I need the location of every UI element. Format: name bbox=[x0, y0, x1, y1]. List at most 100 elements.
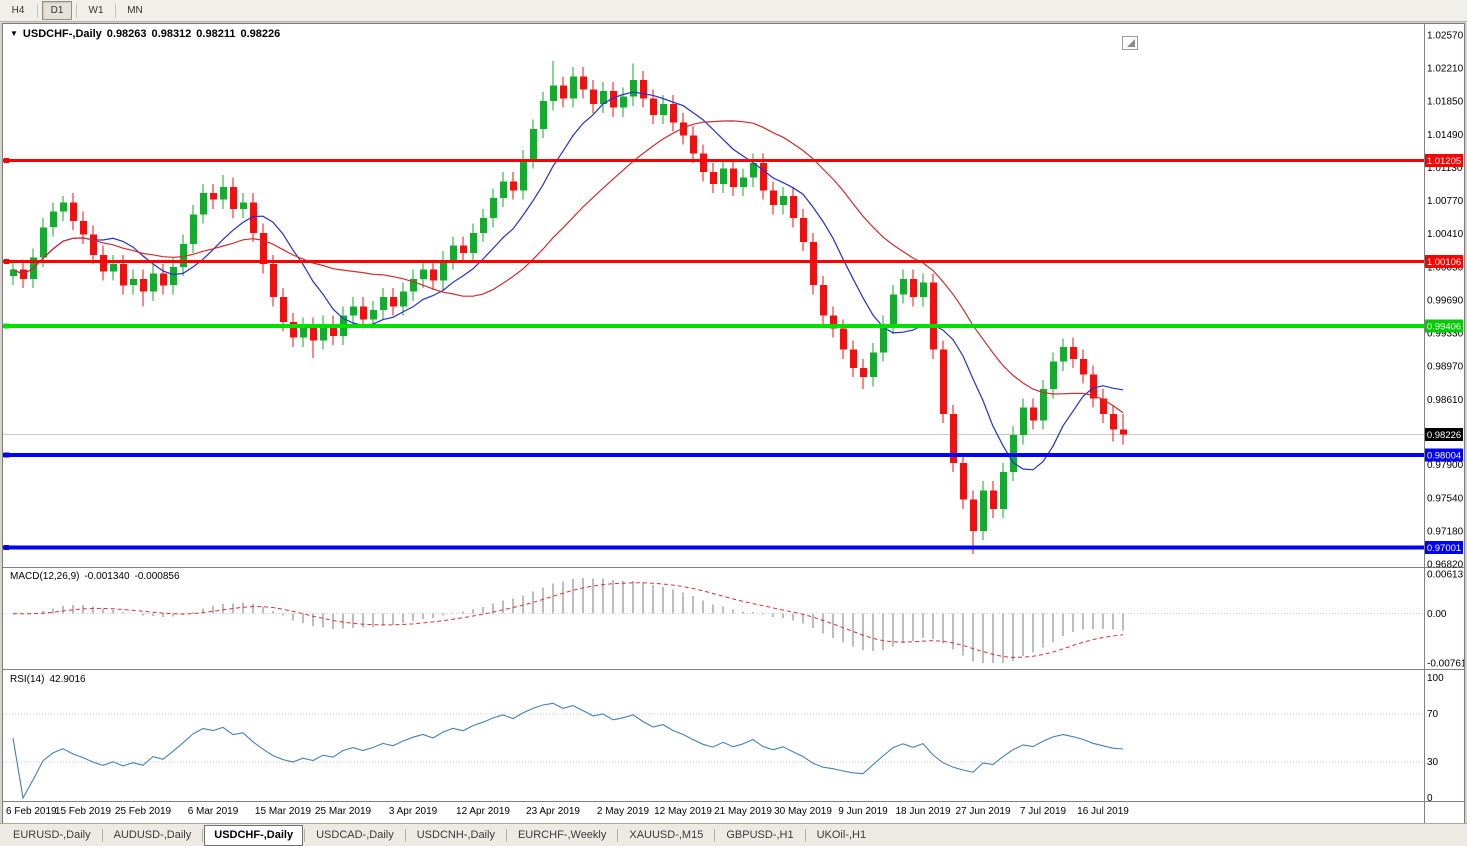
price-axis-label: 1.02570 bbox=[1427, 31, 1464, 42]
period-button-w1[interactable]: W1 bbox=[88, 5, 104, 16]
candle-body bbox=[480, 218, 487, 233]
chart-canvas[interactable]: 1.02570 1.02210 1.01850 1.01490 1.01130 1.007… bbox=[3, 24, 1464, 823]
price-badge-text: 0.98226 bbox=[1427, 430, 1461, 441]
ohlc-open: 0.98263 bbox=[106, 28, 147, 40]
symbol-tabbar: EURUSD-,Daily AUDUSD-,Daily USDCHF-,Daily U… bbox=[0, 823, 1467, 846]
period-button-mn[interactable]: MN bbox=[127, 5, 143, 16]
toolbar-separator bbox=[115, 3, 116, 18]
rsi-line bbox=[12, 702, 1124, 800]
date-label: 15 Mar 2019 bbox=[255, 806, 312, 817]
symbol-tab-ukoil-h1[interactable]: UKOil-,H1 bbox=[816, 828, 867, 841]
candle-body bbox=[630, 80, 637, 97]
candle-body bbox=[280, 297, 287, 322]
symbol-tab-usdcnh-daily[interactable]: USDCNH-,Daily bbox=[416, 828, 495, 841]
candle-body bbox=[880, 324, 887, 353]
candle-body bbox=[740, 177, 747, 187]
price-axis-label: 0.98970 bbox=[1427, 362, 1464, 373]
candle-body bbox=[380, 297, 387, 311]
candle-body bbox=[150, 273, 157, 292]
level-line-handle[interactable] bbox=[4, 544, 9, 550]
rsi-axis-label: 30 bbox=[1427, 757, 1439, 768]
candle-body bbox=[700, 153, 707, 173]
candle-body bbox=[240, 202, 247, 209]
candle-body bbox=[580, 76, 587, 90]
candle-body bbox=[400, 291, 407, 307]
candle-body bbox=[820, 285, 827, 316]
candle-body bbox=[530, 128, 537, 160]
rsi-axis-label: 70 bbox=[1427, 709, 1439, 720]
symbol-tab-audusd-daily[interactable]: AUDUSD-,Daily bbox=[113, 828, 192, 841]
candle-body bbox=[730, 168, 737, 187]
rsi-name: RSI(14) bbox=[10, 674, 45, 685]
chart-shift-triangle-icon bbox=[1127, 39, 1135, 47]
tab-separator bbox=[505, 828, 507, 842]
level-line-handle[interactable] bbox=[4, 259, 9, 265]
period-button-d1[interactable]: D1 bbox=[42, 1, 72, 20]
candle-body bbox=[160, 273, 167, 286]
candle-body bbox=[270, 264, 277, 298]
price-badge-text: 0.98004 bbox=[1427, 451, 1461, 462]
candle-body bbox=[870, 352, 877, 378]
level-line-handle[interactable] bbox=[4, 158, 9, 164]
price-axis-label: 1.01130 bbox=[1427, 163, 1463, 174]
rsi-pane bbox=[3, 702, 1424, 800]
price-badge bbox=[1425, 319, 1463, 333]
candle-body bbox=[940, 349, 947, 414]
candle-body bbox=[520, 159, 527, 191]
period-button-h4[interactable]: H4 bbox=[11, 5, 25, 16]
candle-body bbox=[510, 181, 517, 191]
rsi-axis-label: 100 bbox=[1427, 673, 1444, 684]
rsi-label: RSI(14) 42.9016 bbox=[10, 674, 91, 685]
symbol-tab-usdchf-daily[interactable]: USDCHF-,Daily bbox=[204, 824, 304, 846]
symbol-tab-xauusd-m15[interactable]: XAUUSD-,M15 bbox=[629, 828, 704, 841]
symbol-tab-gbpusd-h1[interactable]: GBPUSD-,H1 bbox=[726, 828, 794, 841]
candle-body bbox=[100, 254, 107, 272]
candle-body bbox=[720, 168, 727, 184]
candle-body bbox=[180, 243, 187, 267]
candle-body bbox=[440, 260, 447, 281]
symbol-tab-eurusd-daily[interactable]: EURUSD-,Daily bbox=[13, 828, 91, 841]
date-label: 7 Jul 2019 bbox=[1020, 806, 1067, 817]
candle-body bbox=[350, 306, 357, 316]
candle-body bbox=[330, 324, 337, 336]
candle-body bbox=[390, 297, 397, 307]
symbol-tab-eurchf-weekly[interactable]: EURCHF-,Weekly bbox=[517, 828, 607, 841]
price-badge bbox=[1425, 255, 1463, 269]
level-line-handle[interactable] bbox=[4, 452, 9, 458]
date-label: 2 May 2019 bbox=[597, 806, 650, 817]
price-axis-label: 1.02210 bbox=[1427, 64, 1464, 75]
toolbar-separator bbox=[37, 3, 38, 18]
date-label: 3 Apr 2019 bbox=[389, 806, 438, 817]
period-toolbar: H4 D1 W1 MN bbox=[0, 0, 1467, 22]
candle-body bbox=[460, 245, 467, 254]
candle-body bbox=[450, 245, 457, 261]
candle-body bbox=[960, 462, 967, 500]
chart-shift-marker[interactable] bbox=[1122, 36, 1138, 50]
price-badge bbox=[1425, 540, 1463, 554]
macd-signal-line bbox=[12, 582, 1124, 658]
macd-label: MACD(12,26,9) -0.001340 -0.000856 bbox=[10, 571, 185, 582]
candle-body bbox=[1060, 346, 1067, 362]
symbol-tab-usdcad-daily[interactable]: USDCAD-,Daily bbox=[316, 828, 394, 841]
candle-body bbox=[770, 190, 777, 206]
candle-body bbox=[220, 186, 227, 200]
candle-body bbox=[1090, 374, 1097, 399]
candle-body bbox=[990, 490, 997, 509]
candle-body bbox=[420, 269, 427, 279]
price-badge bbox=[1425, 448, 1463, 462]
price-badge-text: 0.97001 bbox=[1427, 543, 1461, 554]
candle-body bbox=[110, 264, 117, 272]
tab-separator bbox=[714, 828, 716, 842]
candle-body bbox=[250, 202, 257, 233]
rsi-axis-label: 0 bbox=[1427, 793, 1433, 804]
price-badge bbox=[1425, 154, 1463, 168]
price-axis-label: 0.99330 bbox=[1427, 329, 1464, 340]
candle-body bbox=[360, 306, 367, 320]
candle-body bbox=[970, 499, 977, 531]
candle-body bbox=[920, 282, 927, 298]
candle-body bbox=[750, 162, 757, 178]
candle-body bbox=[890, 294, 897, 325]
candle-body bbox=[840, 328, 847, 350]
level-line-handle[interactable] bbox=[4, 323, 9, 329]
